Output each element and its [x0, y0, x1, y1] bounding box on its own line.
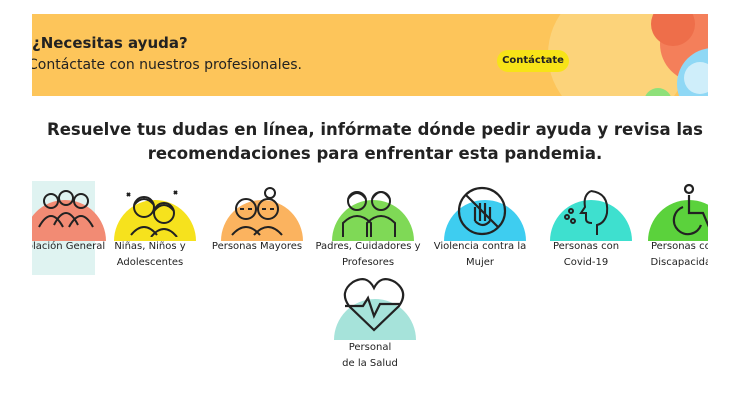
category-label-line1: Niñas, Niños y	[114, 241, 186, 252]
category-label-line2: Mujer	[465, 257, 494, 268]
category-label-line1: Personas Mayores	[211, 241, 303, 252]
category-violencia-mujer[interactable]: Violencia contra la Mujer	[425, 181, 535, 277]
category-personas-mayores[interactable]: Personas Mayores	[202, 181, 312, 277]
semicircle-bg	[550, 200, 632, 241]
left-edge-mask	[0, 181, 32, 281]
semicircle-bg	[221, 200, 303, 241]
semicircle-bg	[24, 200, 106, 241]
right-edge-mask	[708, 181, 740, 281]
category-poblacion-general[interactable]: Población General	[5, 181, 115, 277]
category-label-line2: Adolescentes	[116, 257, 184, 268]
headline-line-2: recomendaciones para enfrentar esta pand…	[147, 144, 603, 163]
category-padres-cuidadores[interactable]: Padres, Cuidadores y Profesores	[313, 181, 423, 277]
category-label-line1: Violencia contra la	[433, 241, 527, 252]
stop-hand-icon	[457, 186, 507, 236]
category-label-line2: Profesores	[341, 257, 395, 268]
children-icon	[126, 190, 178, 237]
sick-person-icon	[564, 190, 609, 235]
category-label-line1: Personas con	[650, 241, 718, 252]
category-label-line1: Padres, Cuidadores y	[315, 241, 421, 252]
banner-subtitle: Contáctate con nuestros profesionales.	[32, 57, 302, 73]
category-label-line1: Personal	[348, 342, 392, 353]
contact-button[interactable]: Contáctate	[497, 50, 569, 72]
category-ninos-adolescentes[interactable]: Niñas, Niños y Adolescentes	[95, 181, 205, 277]
category-label-line1: Población General	[14, 241, 106, 252]
banner-title: ¿Necesitas ayuda?	[32, 34, 188, 52]
category-label-line2: Covid-19	[563, 257, 609, 268]
category-label-line2: Discapacidad	[650, 257, 718, 268]
parents-icon	[342, 191, 396, 237]
category-covid-19[interactable]: Personas con Covid-19	[531, 181, 641, 277]
heart-pulse-icon	[343, 277, 405, 332]
semicircle-bg	[332, 200, 414, 241]
headline-line-1: Resuelve tus dudas en línea, infórmate d…	[47, 120, 703, 139]
category-label-line2: de la Salud	[342, 358, 398, 369]
banner-decoration	[548, 14, 708, 96]
group-icon	[38, 190, 94, 228]
category-personal-salud[interactable]: Personal de la Salud	[315, 276, 425, 376]
help-banner: ¿Necesitas ayuda? Contáctate con nuestro…	[32, 14, 708, 96]
wheelchair-icon	[672, 183, 711, 236]
elderly-icon	[231, 187, 283, 236]
page-headline: Resuelve tus dudas en línea, infórmate d…	[30, 118, 720, 166]
category-label-line1: Personas con	[552, 241, 620, 252]
